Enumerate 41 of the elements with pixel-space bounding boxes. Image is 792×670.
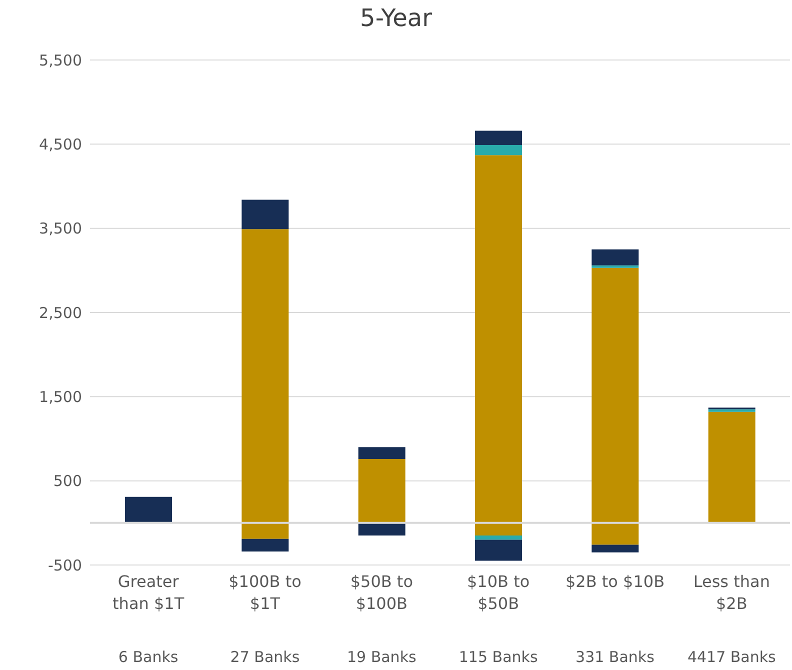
bar	[592, 544, 639, 552]
x-tick-label: $50B to $100B	[350, 572, 414, 613]
bar	[708, 409, 756, 412]
bar	[242, 200, 289, 230]
text: 4417 Banks	[686, 648, 777, 666]
bar	[592, 249, 639, 266]
bar	[475, 130, 522, 146]
bar	[358, 458, 406, 523]
bar	[242, 229, 289, 523]
bar	[125, 496, 172, 523]
y-tick-label: 4,500	[39, 135, 82, 154]
x-tick-label: $2B to $10B	[565, 572, 665, 591]
x-tick-label: $100B to $1T	[228, 572, 302, 613]
x-tick-label: $10B to $50B	[466, 572, 530, 613]
bar	[475, 155, 522, 523]
chart-title: 5-Year	[359, 4, 433, 32]
y-tick-label: 3,500	[39, 220, 82, 238]
x-tick-label: Less than $2B	[693, 572, 770, 613]
text: 6 Banks	[117, 648, 180, 666]
y-tick-label: 1,500	[39, 388, 82, 406]
bar	[475, 522, 522, 536]
y-tick-label: 500	[53, 472, 82, 490]
y-tick-label: 5,500	[39, 51, 82, 70]
bar	[475, 540, 522, 561]
text: 331 Banks	[574, 648, 656, 666]
bar	[592, 265, 639, 268]
y-tick-label: -500	[48, 556, 82, 574]
y-tick-label: 2,500	[39, 304, 82, 322]
bar	[358, 522, 406, 536]
text: 19 Banks	[346, 648, 418, 666]
bar	[475, 145, 522, 156]
bar	[242, 538, 289, 552]
bar	[592, 268, 639, 523]
bar	[592, 522, 639, 545]
bar	[475, 536, 522, 540]
x-tick-label: Greater than $1T	[112, 572, 184, 613]
bar	[242, 522, 289, 539]
text: 115 Banks	[458, 648, 539, 666]
text: 27 Banks	[229, 648, 301, 666]
bar	[358, 447, 406, 459]
bar	[708, 412, 756, 523]
